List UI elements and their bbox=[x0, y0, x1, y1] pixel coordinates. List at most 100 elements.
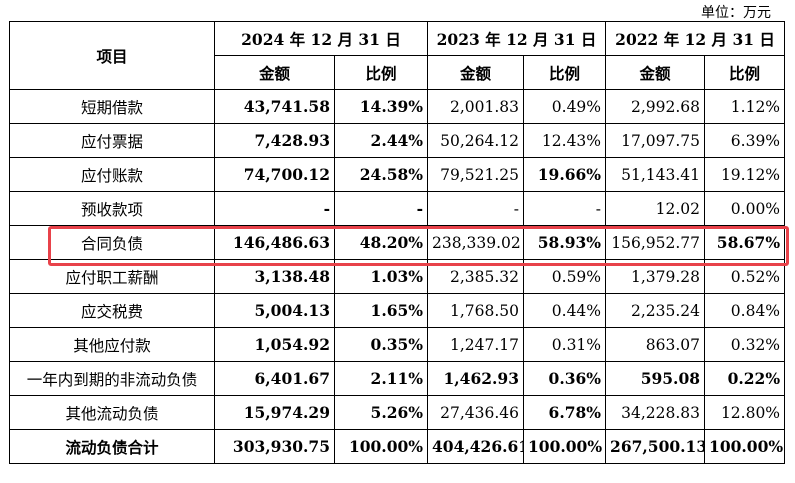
ratio-cell: 0.59% bbox=[523, 259, 607, 294]
ratio-cell: - bbox=[523, 191, 607, 226]
ratio-cell: 0.36% bbox=[523, 361, 607, 396]
ratio-cell: 0.32% bbox=[704, 327, 786, 362]
ratio-cell: 0.84% bbox=[704, 293, 786, 328]
ratio-cell: 0.31% bbox=[523, 327, 607, 362]
ratio-cell: 6.39% bbox=[704, 123, 786, 158]
ratio-cell: 19.66% bbox=[523, 157, 607, 192]
table-row: 应付账款 74,700.12 24.58% 79,521.25 19.66% 51,143… bbox=[9, 157, 786, 192]
ratio-cell: 100.00% bbox=[333, 429, 429, 464]
ratio-cell: 100.00% bbox=[523, 429, 607, 464]
amount-cell: 50,264.12 bbox=[427, 123, 525, 158]
amount-cell: 1,379.28 bbox=[605, 259, 706, 294]
current-liabilities-table: 项目 2024 年 12 月 31 日 2023 年 12 月 31 日 202… bbox=[9, 21, 786, 464]
header-amount: 金额 bbox=[605, 55, 706, 90]
ratio-cell: 1.12% bbox=[704, 89, 786, 124]
amount-cell: 595.08 bbox=[605, 361, 706, 396]
amount-cell: 5,004.13 bbox=[214, 293, 335, 328]
table-row: 一年内到期的非流动负债 6,401.67 2.11% 1,462.93 0.36% 595… bbox=[9, 361, 786, 396]
amount-cell: 2,001.83 bbox=[427, 89, 525, 124]
amount-cell: 2,235.24 bbox=[605, 293, 706, 328]
amount-cell: 27,436.46 bbox=[427, 395, 525, 430]
amount-cell: 1,054.92 bbox=[214, 327, 335, 362]
ratio-cell: 12.43% bbox=[523, 123, 607, 158]
header-ratio: 比例 bbox=[333, 55, 429, 90]
amount-cell: 7,428.93 bbox=[214, 123, 335, 158]
amount-cell: - bbox=[427, 191, 525, 226]
ratio-cell: 5.26% bbox=[333, 395, 429, 430]
amount-cell: 267,500.13 bbox=[605, 429, 706, 464]
ratio-cell: 0.35% bbox=[333, 327, 429, 362]
ratio-cell: 6.78% bbox=[523, 395, 607, 430]
amount-cell: 156,952.77 bbox=[605, 225, 706, 260]
row-label: 合同负债 bbox=[9, 225, 215, 260]
amount-cell: 12.02 bbox=[605, 191, 706, 226]
amount-cell: 15,974.29 bbox=[214, 395, 335, 430]
ratio-cell: 12.80% bbox=[704, 395, 786, 430]
amount-cell: 74,700.12 bbox=[214, 157, 335, 192]
amount-cell: - bbox=[214, 191, 335, 226]
header-year-2024: 2024 年 12 月 31 日 bbox=[213, 21, 429, 56]
row-label: 应付账款 bbox=[9, 157, 215, 192]
ratio-cell: 14.39% bbox=[333, 89, 429, 124]
amount-cell: 238,339.02 bbox=[427, 225, 525, 260]
ratio-cell: 100.00% bbox=[704, 429, 786, 464]
row-label: 应付票据 bbox=[9, 123, 215, 158]
amount-cell: 3,138.48 bbox=[214, 259, 335, 294]
row-label: 应付职工薪酬 bbox=[9, 259, 215, 294]
amount-cell: 863.07 bbox=[605, 327, 706, 362]
amount-cell: 2,385.32 bbox=[427, 259, 525, 294]
ratio-cell: 19.12% bbox=[704, 157, 786, 192]
table-row: 应交税费 5,004.13 1.65% 1,768.50 0.44% 2,235.24 0.… bbox=[9, 293, 786, 328]
header-ratio: 比例 bbox=[704, 55, 786, 90]
amount-cell: 1,462.93 bbox=[427, 361, 525, 396]
row-label: 其他应付款 bbox=[9, 327, 215, 362]
amount-cell: 1,768.50 bbox=[427, 293, 525, 328]
table-row: 合同负债 146,486.63 48.20% 238,339.02 58.93% 156,… bbox=[9, 225, 786, 260]
header-item: 项目 bbox=[9, 21, 215, 90]
header-year-2022: 2022 年 12 月 31 日 bbox=[605, 21, 786, 56]
ratio-cell: 58.93% bbox=[523, 225, 607, 260]
ratio-cell: 1.03% bbox=[333, 259, 429, 294]
ratio-cell: 58.67% bbox=[704, 225, 786, 260]
ratio-cell: 48.20% bbox=[333, 225, 429, 260]
header-amount: 金额 bbox=[214, 55, 335, 90]
row-label: 应交税费 bbox=[9, 293, 215, 328]
ratio-cell: 2.11% bbox=[333, 361, 429, 396]
ratio-cell: 2.44% bbox=[333, 123, 429, 158]
table-row: 短期借款 43,741.58 14.39% 2,001.83 0.49% 2,992.68… bbox=[9, 89, 786, 124]
row-label: 流动负债合计 bbox=[9, 429, 215, 464]
ratio-cell: 0.44% bbox=[523, 293, 607, 328]
amount-cell: 34,228.83 bbox=[605, 395, 706, 430]
amount-cell: 404,426.61 bbox=[427, 429, 525, 464]
row-label: 其他流动负债 bbox=[9, 395, 215, 430]
ratio-cell: - bbox=[333, 191, 429, 226]
amount-cell: 303,930.75 bbox=[214, 429, 335, 464]
ratio-cell: 0.52% bbox=[704, 259, 786, 294]
row-label: 预收款项 bbox=[9, 191, 215, 226]
ratio-cell: 1.65% bbox=[333, 293, 429, 328]
ratio-cell: 0.00% bbox=[704, 191, 786, 226]
header-amount: 金额 bbox=[427, 55, 525, 90]
table-row: 其他流动负债 15,974.29 5.26% 27,436.46 6.78% 34,228… bbox=[9, 395, 786, 430]
table-row: 预收款项 - - - -12.02 0.00% bbox=[9, 191, 786, 226]
header-ratio: 比例 bbox=[523, 55, 607, 90]
header-year-2023: 2023 年 12 月 31 日 bbox=[427, 21, 607, 56]
amount-cell: 51,143.41 bbox=[605, 157, 706, 192]
unit-label: 单位：万元 bbox=[701, 5, 771, 21]
table-row: 应付职工薪酬 3,138.48 1.03% 2,385.32 0.59% 1,379.28… bbox=[9, 259, 786, 294]
amount-cell: 146,486.63 bbox=[214, 225, 335, 260]
ratio-cell: 24.58% bbox=[333, 157, 429, 192]
row-label: 短期借款 bbox=[9, 89, 215, 124]
amount-cell: 6,401.67 bbox=[214, 361, 335, 396]
table-row: 其他应付款 1,054.92 0.35% 1,247.17 0.31% 863.07 0.3… bbox=[9, 327, 786, 362]
amount-cell: 43,741.58 bbox=[214, 89, 335, 124]
row-label: 一年内到期的非流动负债 bbox=[9, 361, 215, 396]
ratio-cell: 0.49% bbox=[523, 89, 607, 124]
ratio-cell: 0.22% bbox=[704, 361, 786, 396]
amount-cell: 79,521.25 bbox=[427, 157, 525, 192]
amount-cell: 1,247.17 bbox=[427, 327, 525, 362]
table-row: 流动负债合计 303,930.75 100.00% 404,426.61 100.00%… bbox=[9, 429, 786, 464]
amount-cell: 17,097.75 bbox=[605, 123, 706, 158]
table-row: 应付票据 7,428.93 2.44% 50,264.12 12.43% 17,097.7… bbox=[9, 123, 786, 158]
amount-cell: 2,992.68 bbox=[605, 89, 706, 124]
